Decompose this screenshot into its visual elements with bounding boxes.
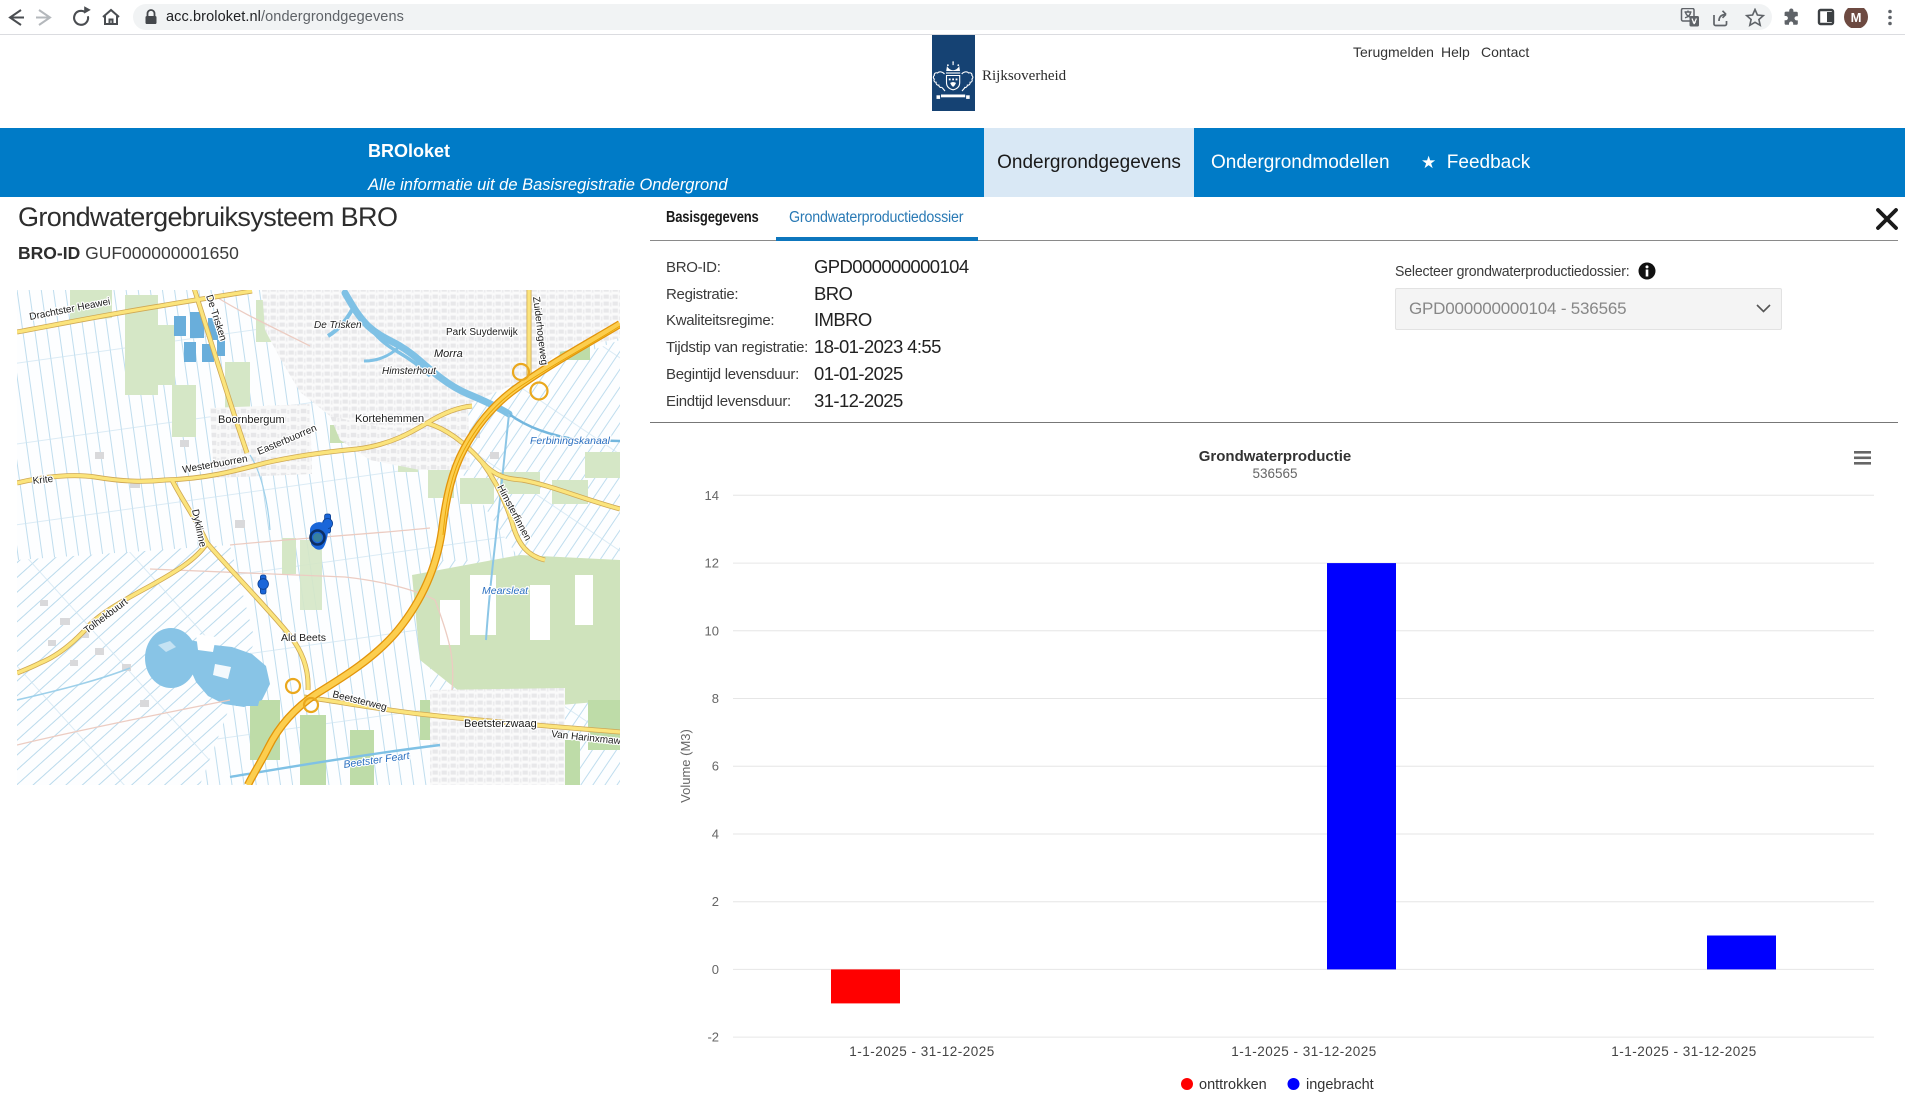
- svg-text:Himsterhout: Himsterhout: [382, 366, 437, 377]
- svg-text:Mearsleat: Mearsleat: [482, 585, 529, 597]
- svg-text:ingebracht: ingebracht: [1306, 1077, 1374, 1093]
- svg-text:8: 8: [712, 691, 719, 706]
- svg-text:536565: 536565: [1252, 466, 1297, 481]
- svg-text:14: 14: [705, 488, 719, 503]
- svg-text:Ferbiningskanaal: Ferbiningskanaal: [530, 435, 611, 447]
- svg-text:Krite: Krite: [32, 474, 54, 487]
- svg-text:Park Suyderwijk: Park Suyderwijk: [446, 327, 519, 338]
- svg-text:0: 0: [712, 962, 719, 977]
- svg-text:1-1-2025 - 31-12-2025: 1-1-2025 - 31-12-2025: [1611, 1044, 1757, 1059]
- svg-text:Boornbergum: Boornbergum: [218, 414, 285, 426]
- svg-text:Volume (M3): Volume (M3): [678, 729, 693, 803]
- svg-text:Beetsterzwaag: Beetsterzwaag: [464, 718, 537, 730]
- svg-text:Grondwaterproductie: Grondwaterproductie: [1199, 448, 1352, 465]
- svg-text:Kortehemmen: Kortehemmen: [355, 413, 424, 425]
- svg-text:Ald Beets: Ald Beets: [281, 632, 326, 644]
- svg-text:6: 6: [712, 759, 719, 774]
- svg-text:-2: -2: [707, 1030, 719, 1045]
- svg-text:M: M: [1851, 10, 1862, 25]
- svg-text:10: 10: [705, 623, 719, 638]
- svg-text:2: 2: [712, 894, 719, 909]
- svg-text:Morra: Morra: [434, 348, 463, 360]
- svg-text:De Trisken: De Trisken: [314, 320, 362, 331]
- svg-text:4: 4: [712, 827, 719, 842]
- svg-text:1-1-2025 - 31-12-2025: 1-1-2025 - 31-12-2025: [849, 1044, 995, 1059]
- svg-text:onttrokken: onttrokken: [1199, 1077, 1267, 1093]
- svg-text:1-1-2025 - 31-12-2025: 1-1-2025 - 31-12-2025: [1231, 1044, 1377, 1059]
- svg-text:12: 12: [705, 556, 719, 571]
